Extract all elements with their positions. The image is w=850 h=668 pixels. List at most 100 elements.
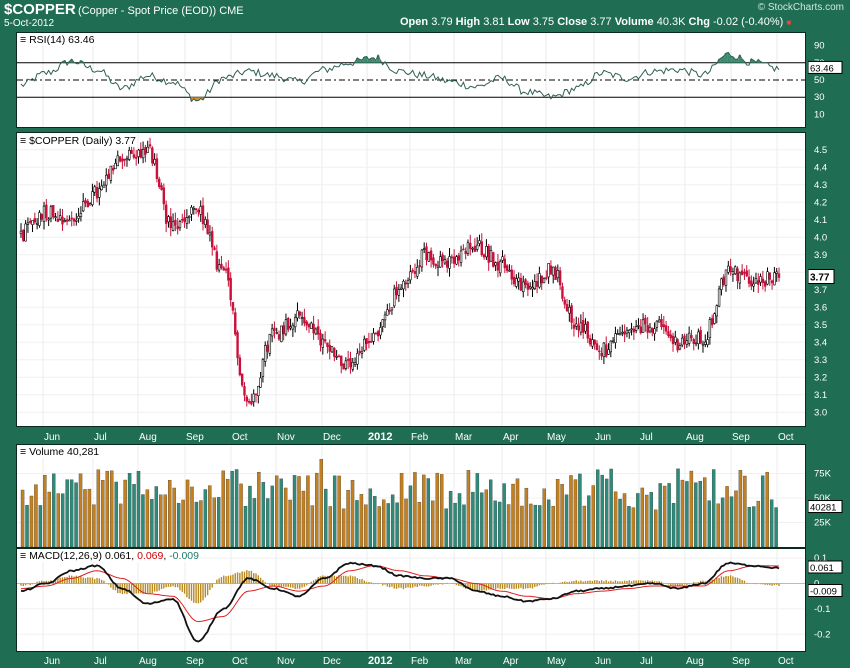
price-candle: [123, 158, 126, 161]
volume-bar: [658, 483, 662, 547]
price-candle: [370, 340, 373, 343]
x-tick-label: Jun: [595, 432, 611, 443]
price-candle: [720, 278, 723, 290]
price-candle: [533, 281, 536, 289]
symbol-title: $COPPER: [4, 1, 76, 18]
volume-bar: [52, 473, 56, 547]
price-candle: [503, 258, 507, 269]
price-tick-label: 4.4: [814, 162, 827, 173]
open-value: 3.79: [431, 16, 453, 28]
volume-bar: [127, 473, 132, 547]
low-label: Low: [507, 16, 530, 28]
volume-bar: [221, 470, 225, 547]
volume-bar: [172, 487, 176, 547]
brand-watermark: © StockCharts.com: [757, 2, 844, 13]
price-candle: [607, 349, 610, 355]
volume-bar: [261, 482, 266, 547]
price-candle: [436, 265, 440, 269]
price-candle: [77, 215, 80, 219]
volume-bar: [288, 499, 292, 547]
price-candle: [132, 154, 136, 158]
price-candle: [409, 271, 412, 281]
price-candle: [56, 218, 60, 222]
volume-bar: [355, 500, 359, 547]
volume-bar: [248, 485, 252, 547]
price-candle: [227, 267, 230, 281]
price-candle: [628, 329, 631, 334]
price-candle: [524, 279, 527, 285]
price-candle: [211, 231, 214, 248]
price-panel: ≡ $COPPER (Daily) 3.77: [16, 132, 806, 427]
price-candle: [300, 317, 304, 319]
price-candle: [681, 337, 684, 346]
high-value: 3.81: [483, 16, 505, 28]
price-candle: [510, 269, 513, 280]
volume-bar: [542, 488, 546, 547]
volume-bar: [622, 493, 627, 547]
volume-bar: [685, 481, 689, 547]
volume-last-box: [808, 500, 843, 514]
price-candle: [565, 304, 569, 312]
price-candle: [591, 339, 594, 347]
volume-bar: [596, 469, 600, 547]
price-candle: [694, 342, 698, 345]
price-candle: [340, 355, 343, 366]
price-candle: [570, 305, 573, 323]
volume-bar: [190, 486, 194, 547]
x-tick-label: Aug: [139, 656, 157, 667]
price-candle: [676, 339, 679, 351]
volume-bar: [252, 498, 257, 547]
price-candle: [125, 158, 129, 161]
volume-bar: [671, 503, 676, 547]
price-candle: [402, 280, 405, 290]
price-candle: [777, 273, 781, 278]
price-candle: [441, 254, 444, 262]
price-candle: [215, 251, 219, 270]
price-candle: [291, 324, 295, 330]
price-candle: [499, 261, 502, 274]
price-tick-label: 4.2: [814, 197, 827, 208]
x-tick-label: Nov: [277, 656, 295, 667]
rsi-y-axis: 103050709063.46: [808, 41, 843, 120]
chg-label: Chg: [688, 16, 710, 28]
volume-plot: [17, 445, 805, 547]
volume-title-text: Volume 40,281: [29, 446, 100, 458]
price-candle: [24, 223, 27, 242]
price-candle: [515, 278, 518, 287]
price-candle: [49, 206, 53, 219]
price-candle: [158, 178, 161, 187]
chart-date: 5-Oct-2012: [4, 18, 55, 29]
price-tick-label: 3.3: [814, 355, 827, 366]
price-candle: [153, 159, 156, 165]
price-candle: [452, 256, 456, 264]
volume-bar: [662, 485, 667, 547]
price-candle: [374, 332, 378, 335]
price-candle: [487, 245, 490, 263]
volume-bar: [145, 489, 150, 547]
volume-bar: [698, 480, 703, 547]
volume-bar: [520, 505, 524, 547]
macd-signal-line: [20, 565, 779, 623]
volume-bar: [439, 474, 444, 547]
volume-bar: [29, 495, 34, 547]
price-candle: [167, 216, 170, 223]
price-candle: [399, 287, 403, 290]
price-candle: [31, 220, 34, 225]
volume-bar: [332, 475, 337, 547]
price-candle: [427, 252, 430, 262]
volume-bar: [150, 499, 154, 547]
x-tick-label: 2012: [368, 431, 392, 443]
price-candle: [349, 358, 352, 368]
volume-bar: [533, 504, 538, 547]
price-candle: [134, 156, 138, 159]
price-candle: [558, 270, 562, 286]
volume-bar: [390, 494, 395, 547]
price-candle: [229, 277, 232, 301]
price-title-text: $COPPER (Daily) 3.77: [29, 135, 136, 147]
volume-bar: [132, 484, 136, 547]
chg-value: -0.02 (-0.40%): [712, 16, 784, 28]
macd-value: 0.061: [104, 550, 132, 562]
volume-bar: [725, 486, 729, 547]
price-candle: [455, 256, 458, 265]
volume-bar: [765, 472, 769, 547]
